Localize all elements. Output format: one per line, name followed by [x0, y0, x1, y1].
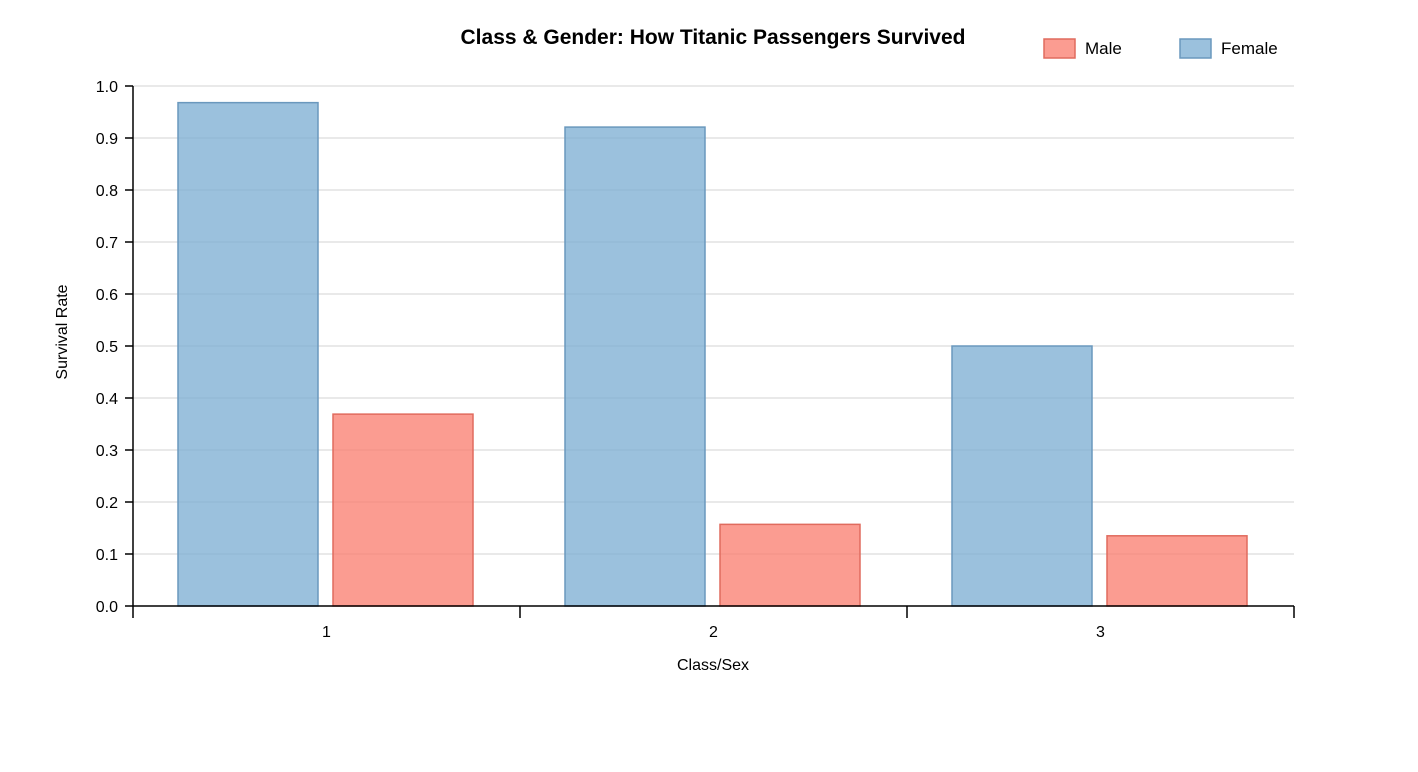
y-tick-label: 0.9 — [96, 131, 118, 148]
y-tick-label: 0.2 — [96, 495, 118, 512]
legend-swatch-male — [1043, 38, 1076, 59]
chart-title: Class & Gender: How Titanic Passengers S… — [461, 26, 966, 49]
axes: 0.0 0.1 0.2 0.3 0.4 0.5 0.6 0.7 0.8 0.9 1.0 1 2 3 — [96, 79, 1295, 641]
legend: Male Female — [1043, 38, 1278, 59]
x-tick-label: 1 — [322, 624, 331, 641]
y-tick-label: 0.6 — [96, 287, 118, 304]
y-tick-label: 0.5 — [96, 339, 118, 356]
bar-female-class-3 — [951, 345, 1093, 607]
legend-swatch-female — [1179, 38, 1212, 59]
legend-label-male: Male — [1085, 39, 1122, 58]
y-tick-label: 0.3 — [96, 443, 118, 460]
legend-label-female: Female — [1221, 39, 1278, 58]
bar-female-class-2 — [564, 126, 706, 607]
y-tick-label: 0.4 — [96, 391, 118, 408]
y-tick-label: 0.8 — [96, 183, 118, 200]
gridlines — [133, 85, 1294, 555]
y-tick-label: 0.1 — [96, 547, 118, 564]
y-axis-label: Survival Rate — [54, 284, 71, 379]
y-tick-label: 1.0 — [96, 79, 118, 96]
x-axis-label: Class/Sex — [677, 657, 749, 674]
bar-male-class-3 — [1106, 535, 1248, 607]
y-tick-label: 0.7 — [96, 235, 118, 252]
y-tick-label: 0.0 — [96, 599, 118, 616]
bar-male-class-2 — [719, 523, 861, 607]
x-tick-label: 3 — [1096, 624, 1105, 641]
bars — [177, 101, 1248, 607]
bar-female-class-1 — [177, 101, 319, 607]
bar-male-class-1 — [332, 413, 474, 607]
x-tick-label: 2 — [709, 624, 718, 641]
